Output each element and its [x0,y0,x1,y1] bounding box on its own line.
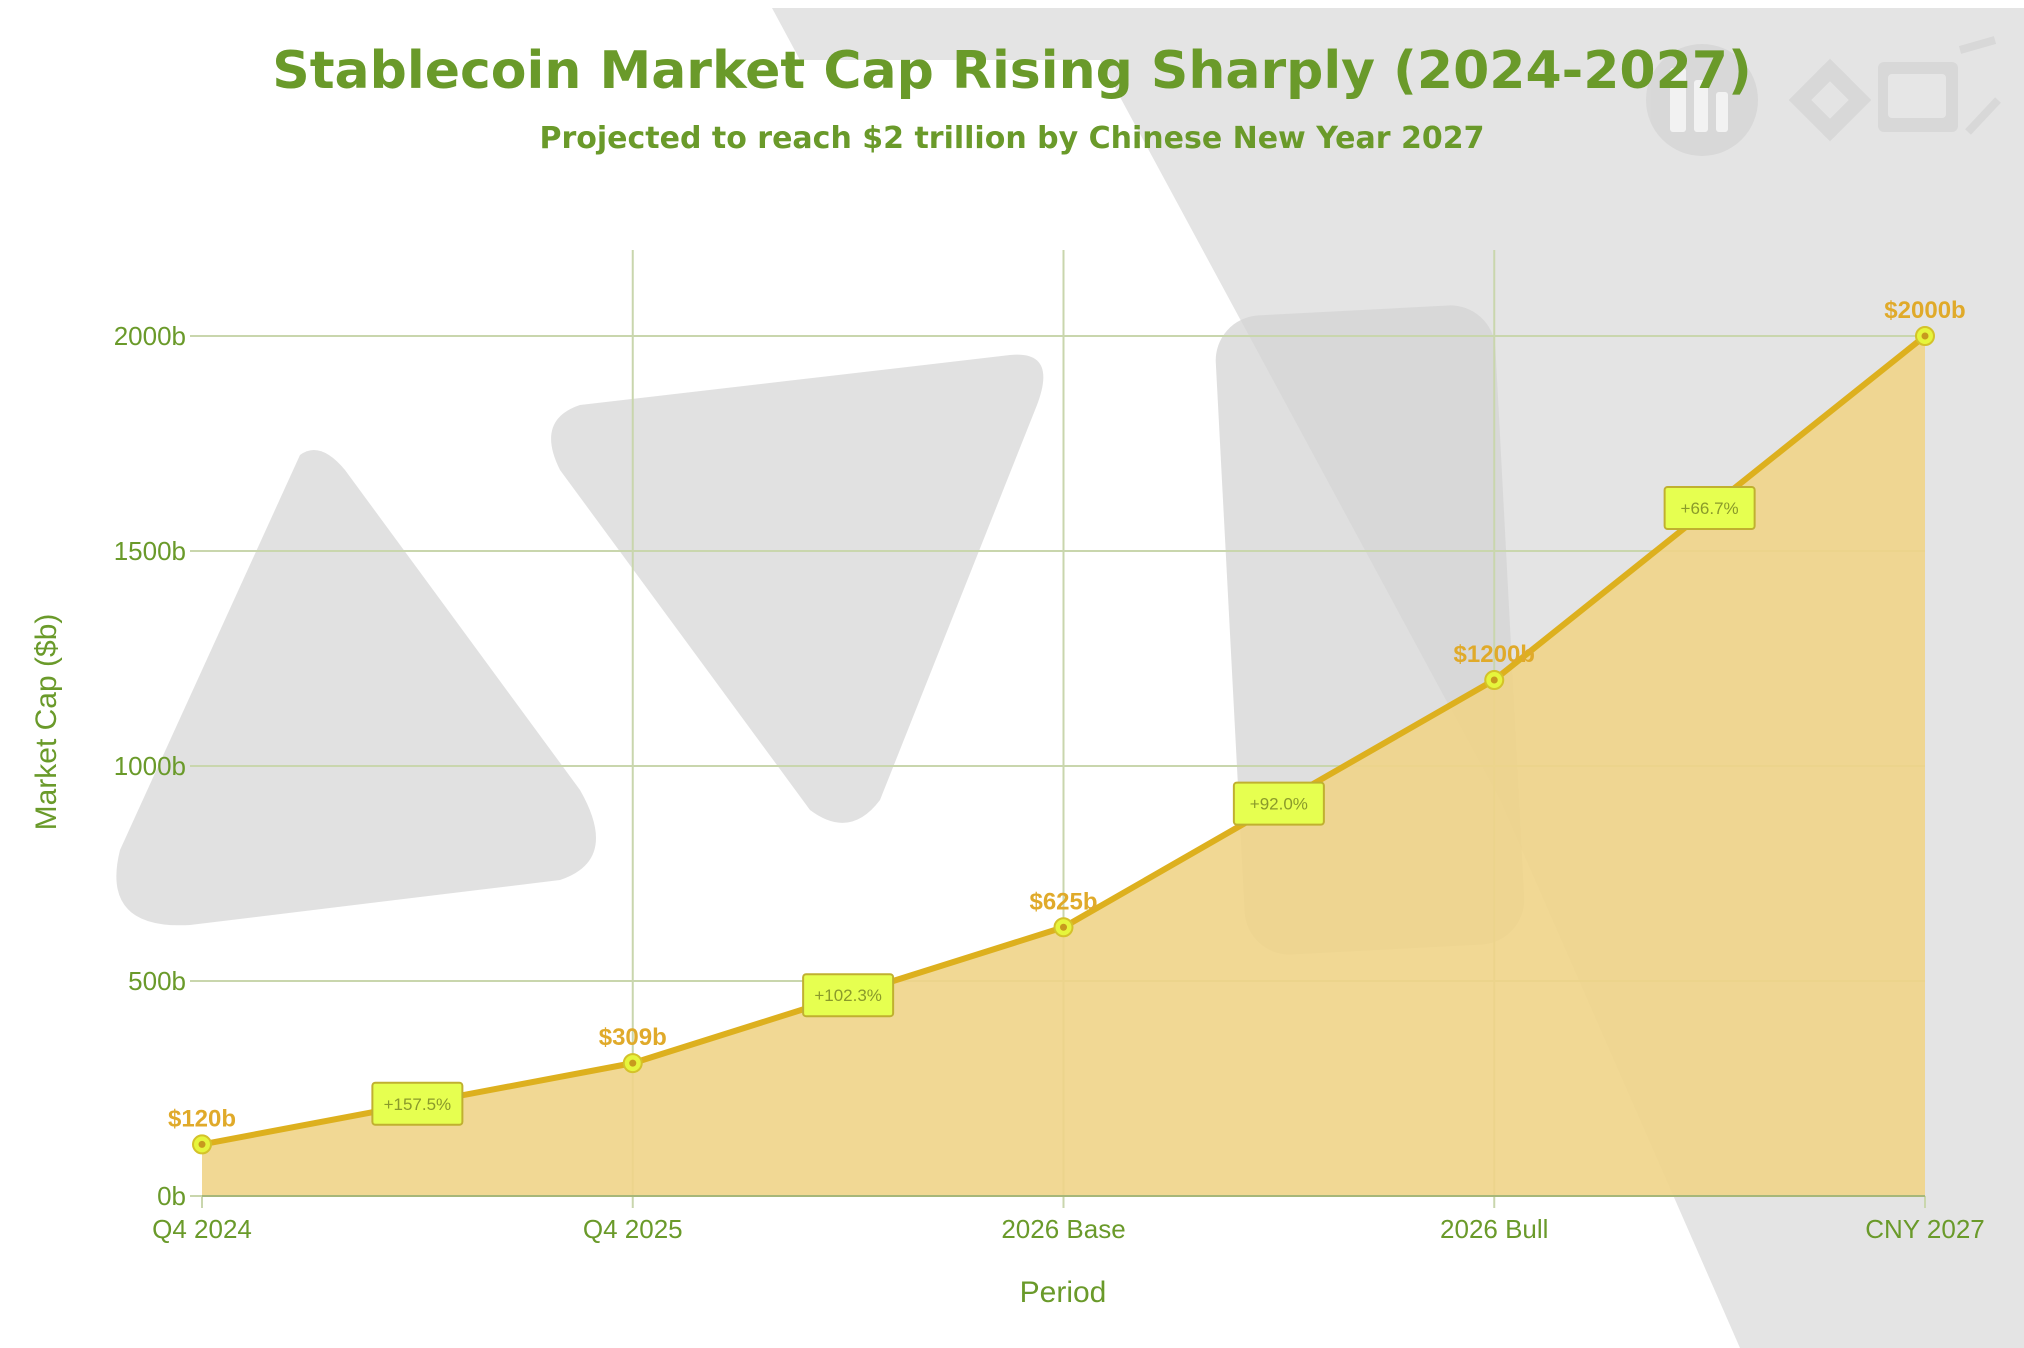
y-tick-label: 500b [128,966,186,996]
growth-label: +157.5% [384,1095,452,1114]
growth-badge [1663,486,1756,530]
growth-label: +66.7% [1681,499,1739,518]
growth-badges: +157.5% +102.3% +92.0% +66.7% [371,486,1756,1126]
growth-label: +92.0% [1250,795,1308,814]
growth-badge [371,1081,464,1126]
watermark-triangle-middle [551,354,1044,823]
area-fill [202,336,1925,1196]
x-tick-label: CNY 2027 [1865,1214,1985,1244]
growth-label: +102.3% [814,986,882,1005]
x-tick-label: 2026 Bull [1440,1214,1548,1244]
data-point-center [1490,676,1498,684]
y-tick-label: 1000b [114,751,186,781]
value-label: $625b [1029,888,1097,915]
axes: 0b 500b 1000b 1500b 2000b Q4 2024 Q4 2025 2026 … [114,321,1985,1244]
growth-badge [802,973,895,1018]
y-tick-label: 0b [157,1181,186,1211]
y-axis-title: Market Cap ($b) [30,614,63,831]
data-point-center [198,1140,206,1148]
data-points: $120b $309b $625b $1200b $2000b [168,297,1966,1155]
chart-title: Stablecoin Market Cap Rising Sharply (20… [272,41,1752,101]
growth-badge [1232,781,1325,826]
y-tick-label: 2000b [114,321,186,351]
y-tick-label: 1500b [114,536,186,566]
data-point-center [629,1059,637,1067]
data-point-center [1921,332,1929,340]
value-label: $120b [168,1105,236,1132]
x-tick-label: Q4 2024 [152,1214,252,1244]
value-label: $1200b [1454,641,1535,668]
x-tick-label: Q4 2025 [583,1214,683,1244]
value-label: $309b [599,1024,667,1051]
watermark-logo-icon [1646,36,2001,156]
x-axis-title: Period [1020,1276,1107,1309]
watermark-triangle-left [116,450,596,926]
data-point-center [1060,923,1067,931]
chart-subtitle: Projected to reach $2 trillion by Chines… [539,121,1484,156]
x-tick-label: 2026 Base [1001,1214,1125,1244]
value-label: $2000b [1884,297,1965,324]
